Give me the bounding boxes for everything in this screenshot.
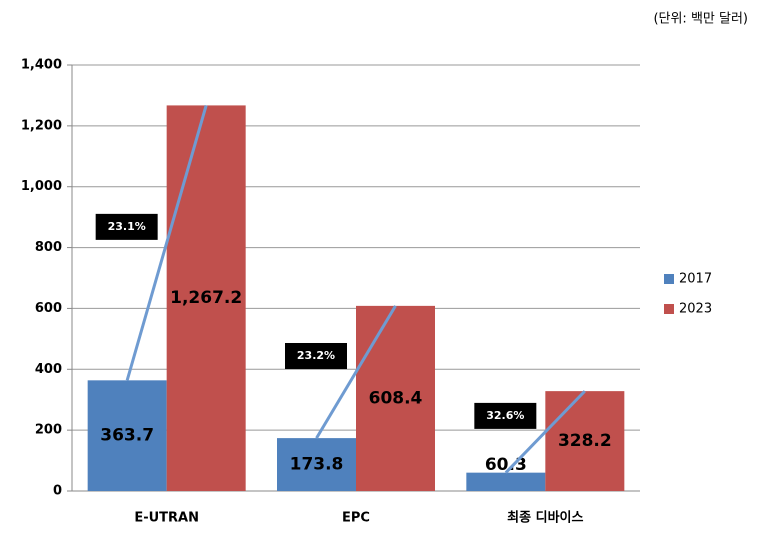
legend-label: 2023	[679, 302, 712, 317]
growth-label-box	[285, 342, 347, 369]
bar	[166, 105, 246, 491]
growth-line	[504, 390, 586, 474]
growth-line	[315, 305, 397, 439]
legend-swatch	[664, 304, 674, 314]
y-tick-label: 1,400	[21, 58, 62, 73]
growth-line	[125, 104, 208, 381]
x-tick-label: EPC	[342, 511, 370, 526]
growth-label: 23.2%	[297, 349, 335, 362]
growth-label: 32.6%	[486, 409, 524, 422]
y-tick-label: 1,200	[21, 118, 62, 133]
bar	[87, 380, 167, 491]
bar	[466, 472, 546, 491]
value-label: 1,267.2	[170, 288, 242, 308]
legend-swatch	[664, 274, 674, 284]
y-tick-label: 400	[35, 362, 62, 377]
y-tick-label: 800	[35, 240, 62, 255]
value-label: 363.7	[100, 426, 154, 446]
y-tick-label: 1,000	[21, 179, 62, 194]
x-tick-label: 최종 디바이스	[507, 510, 583, 526]
y-tick-label: 200	[35, 423, 62, 438]
value-label: 328.2	[558, 431, 612, 451]
value-label: 608.4	[369, 388, 423, 408]
y-tick-label: 0	[53, 484, 62, 499]
y-tick-label: 600	[35, 301, 62, 316]
unit-note: (단위: 백만 달러)	[653, 12, 748, 27]
legend-label: 2017	[679, 272, 712, 287]
growth-label: 23.1%	[108, 220, 146, 233]
x-tick-label: E-UTRAN	[134, 511, 199, 526]
bar	[277, 438, 356, 491]
bar	[545, 391, 625, 491]
growth-label-box	[474, 402, 537, 429]
growth-label-box	[95, 213, 158, 240]
value-label: 173.8	[290, 455, 344, 475]
bar	[356, 305, 435, 491]
